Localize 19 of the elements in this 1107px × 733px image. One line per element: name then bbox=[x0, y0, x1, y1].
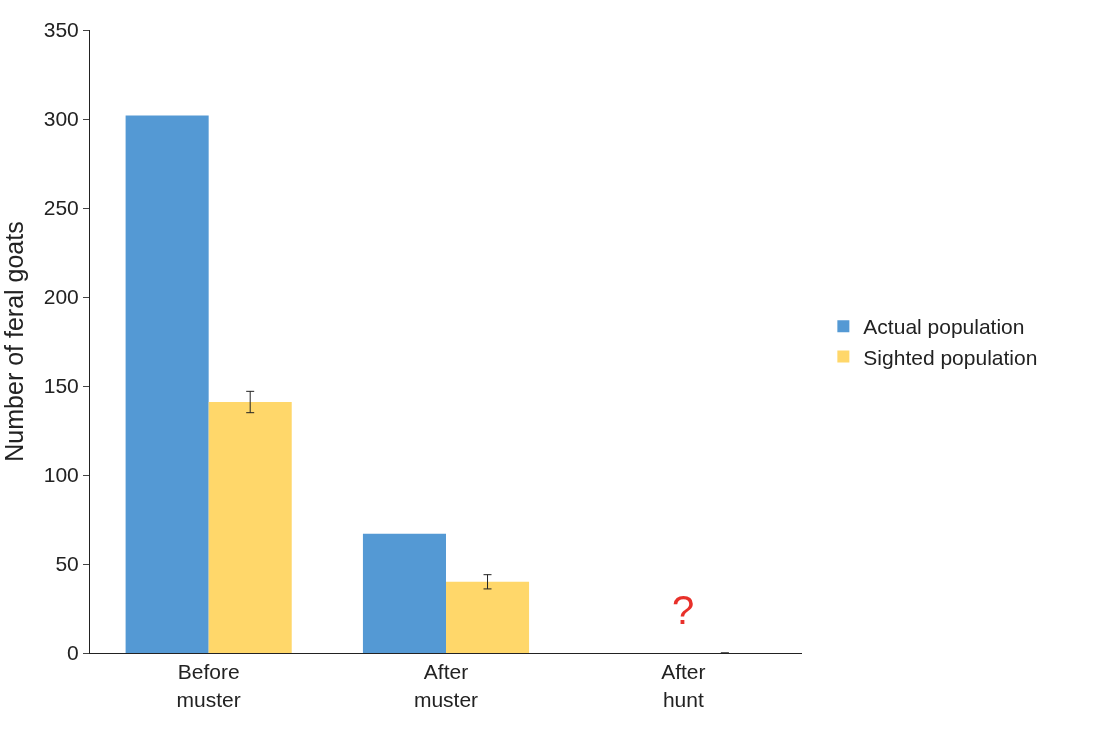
y-tick-label: 200 bbox=[43, 285, 79, 309]
x-tick-label: After hunt bbox=[661, 660, 706, 711]
y-tick-label: 300 bbox=[43, 107, 79, 131]
y-tick-label: 50 bbox=[55, 552, 79, 576]
legend-label: Sighted population bbox=[863, 345, 1038, 369]
legend-label: Actual population bbox=[863, 315, 1025, 339]
y-tick-label: 100 bbox=[43, 463, 79, 487]
y-axis-title: Number of feral goats bbox=[0, 221, 28, 462]
bar bbox=[208, 402, 292, 653]
annotation: ? bbox=[672, 588, 695, 632]
bar bbox=[125, 115, 209, 653]
x-tick-label: After muster bbox=[413, 660, 479, 711]
bar bbox=[446, 581, 530, 653]
x-tick-label: Before muster bbox=[176, 660, 241, 711]
y-tick-label: 150 bbox=[43, 374, 79, 398]
bar bbox=[362, 533, 446, 653]
y-tick-label: 0 bbox=[67, 641, 79, 665]
y-tick-label: 350 bbox=[43, 18, 79, 42]
y-tick-label: 250 bbox=[43, 196, 79, 220]
